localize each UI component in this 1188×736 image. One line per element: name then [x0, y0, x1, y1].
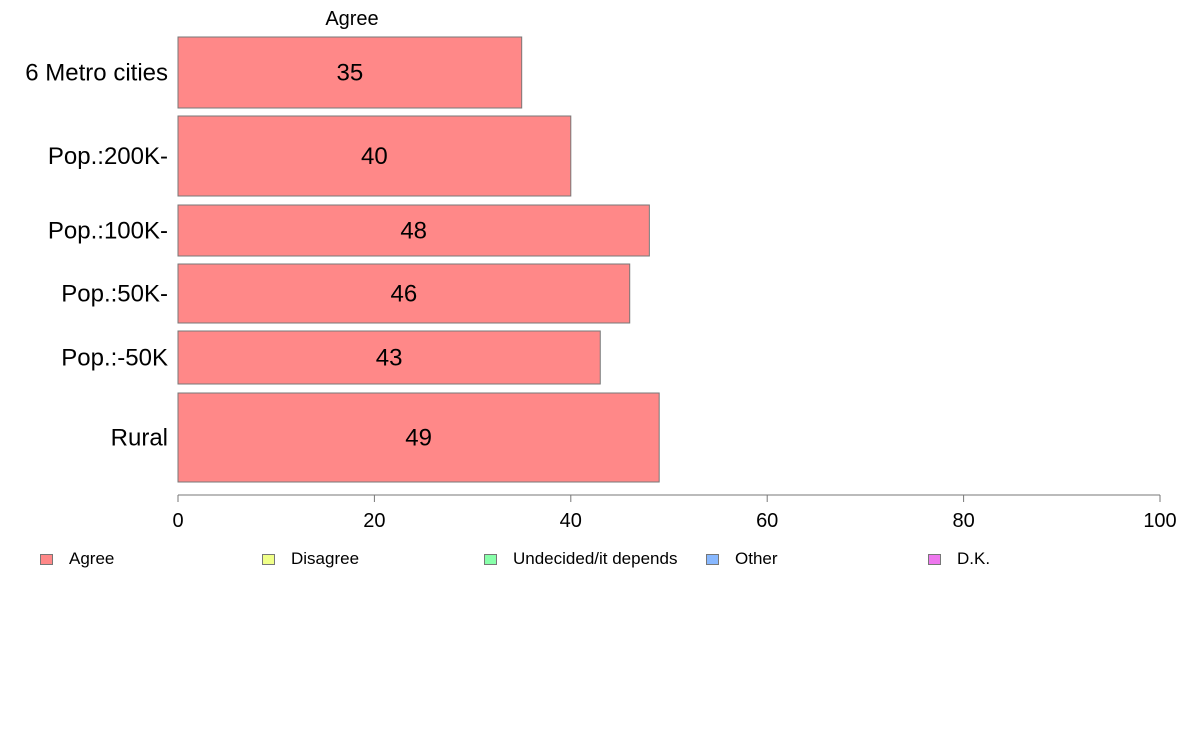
bar-1	[177, 115, 572, 197]
bars-layer: 35 6 Metro cities 40 Pop.:200K- 48 Pop.:100K-…	[25, 36, 660, 483]
legend-label: Agree	[69, 549, 115, 568]
data-label-5: 49	[405, 425, 432, 452]
category-label-3: Pop.:50K-	[61, 281, 168, 308]
data-label-2: 48	[400, 218, 427, 245]
legend-item-2: Undecided/it depends	[484, 548, 677, 570]
data-label-0: 35	[336, 60, 363, 87]
x-tick-label-4: 80	[952, 510, 974, 532]
legend-swatch	[40, 553, 53, 565]
legend-item-0: Agree	[40, 548, 114, 570]
category-label-2: Pop.:100K-	[48, 218, 168, 245]
bar-chart: Agree 35 6 Metro cities 40 Pop.:200K- 48 Pop.…	[25, 8, 1177, 532]
bar-5	[177, 392, 660, 483]
legend-label: Other	[735, 549, 778, 568]
x-tick-label-2: 40	[560, 510, 582, 532]
legend: Agree Disagree Undecided/it depends Other D.…	[0, 548, 1188, 572]
bar-4	[177, 330, 601, 385]
x-tick-label-3: 60	[756, 510, 778, 532]
data-label-1: 40	[361, 143, 388, 170]
data-label-4: 43	[376, 345, 403, 372]
legend-label: Disagree	[291, 549, 360, 568]
x-tick-label-0: 0	[172, 510, 183, 532]
bar-0	[177, 36, 523, 109]
x-tick-label-1: 20	[363, 510, 385, 532]
legend-swatch	[706, 553, 719, 565]
chart-title: Agree	[325, 8, 378, 30]
data-label-3: 46	[391, 281, 418, 308]
legend-label: D.K.	[957, 549, 991, 568]
x-axis: 0 20 40 60 80 100	[172, 494, 1177, 532]
category-label-1: Pop.:200K-	[48, 143, 168, 170]
bar-3	[177, 263, 631, 324]
category-label-5: Rural	[111, 425, 168, 452]
category-label-0: 6 Metro cities	[25, 60, 168, 87]
legend-item-4: D.K.	[928, 548, 990, 570]
legend-swatch	[262, 553, 275, 565]
category-label-4: Pop.:-50K	[61, 345, 168, 372]
legend-item-3: Other	[706, 548, 778, 570]
legend-swatch	[928, 553, 941, 565]
legend-swatch	[484, 553, 497, 565]
legend-label: Undecided/it depends	[513, 549, 678, 568]
x-tick-label-5: 100	[1143, 510, 1176, 532]
bar-2	[177, 204, 650, 257]
legend-item-1: Disagree	[262, 548, 359, 570]
